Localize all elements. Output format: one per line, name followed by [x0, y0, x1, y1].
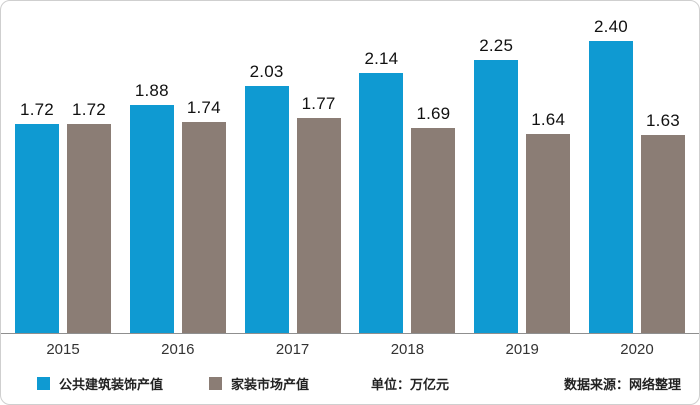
bar-column: 2.03: [244, 62, 289, 333]
value-label: 1.74: [186, 97, 221, 117]
bar-column: 1.77: [296, 93, 341, 333]
bar-group-2017: 2.03 1.77: [244, 62, 341, 333]
bar-group-2018: 2.14 1.69: [359, 48, 456, 333]
x-tick-label: 2020: [620, 341, 654, 358]
value-label: 2.03: [249, 62, 284, 82]
x-tick-label: 2018: [390, 341, 425, 358]
bar-group-2015: 1.72 1.72: [15, 100, 111, 333]
legend-label: 家装市场产值: [231, 377, 310, 392]
bar-column: 2.14: [359, 48, 404, 333]
value-label: 1.64: [531, 109, 566, 129]
bar-series-1: [296, 117, 341, 333]
x-tick-label: 2015: [46, 341, 80, 358]
value-label: 1.72: [20, 99, 54, 119]
legend-item-0: 公共建筑装饰产值: [37, 374, 163, 393]
value-label: 1.88: [134, 80, 169, 100]
legend-label: 公共建筑装饰产值: [59, 377, 164, 392]
bar-series-1: [67, 123, 111, 333]
bar-column: 2.25: [474, 35, 519, 333]
bar-group-2019: 2.25 1.64: [474, 35, 571, 333]
unit-label: 单位：万亿元: [371, 377, 450, 392]
value-label: 1.63: [646, 110, 680, 130]
legend-swatch-icon: [209, 377, 223, 390]
bar-group-2016: 1.88 1.74: [129, 80, 226, 333]
value-label: 1.77: [301, 93, 336, 113]
bar-column: 1.88: [129, 80, 174, 333]
bar-series-0: [15, 123, 59, 333]
bar-series-0: [474, 59, 519, 333]
bar-series-1: [526, 133, 571, 333]
value-label: 2.25: [479, 35, 514, 55]
bar-column: 1.74: [181, 97, 226, 333]
bar-group-2020: 2.40 1.63: [588, 17, 685, 333]
bar-series-1: [181, 121, 226, 333]
value-label: 2.14: [364, 48, 399, 68]
bar-series-0: [359, 72, 404, 333]
bar-column: 1.72: [15, 100, 59, 333]
bar-series-1: [411, 127, 456, 333]
bar-column: 1.64: [526, 109, 571, 333]
bar-series-0: [244, 86, 289, 333]
bar-series-1: [640, 134, 685, 333]
x-tick-label: 2017: [275, 341, 310, 358]
value-label: 1.69: [416, 103, 451, 123]
bar-column: 1.72: [67, 100, 111, 333]
chart-footer: 公共建筑装饰产值 家装市场产值 单位：万亿元 数据来源：网络整理: [1, 358, 699, 393]
x-axis-labels: 2015 2016 2017 2018 2019 2020: [1, 334, 699, 358]
plot-area: 1.72 1.72 1.88 1.74 2.03 1.77 2.14 1.69 2.25 1.64…: [1, 17, 699, 334]
bar-series-0: [588, 41, 633, 333]
legend-swatch-icon: [37, 377, 50, 390]
value-label: 2.40: [594, 17, 628, 37]
bar-column: 1.63: [640, 110, 685, 333]
legend-item-1: 家装市场产值: [209, 374, 309, 393]
bar-column: 2.40: [588, 17, 633, 333]
x-tick-label: 2016: [161, 341, 195, 358]
source-label: 数据来源：网络整理: [563, 377, 681, 392]
x-tick-label: 2019: [505, 341, 539, 358]
value-label: 1.72: [72, 99, 106, 119]
bar-column: 1.69: [411, 103, 456, 333]
bar-series-0: [129, 104, 174, 333]
legend: 公共建筑装饰产值 家装市场产值: [37, 374, 355, 393]
